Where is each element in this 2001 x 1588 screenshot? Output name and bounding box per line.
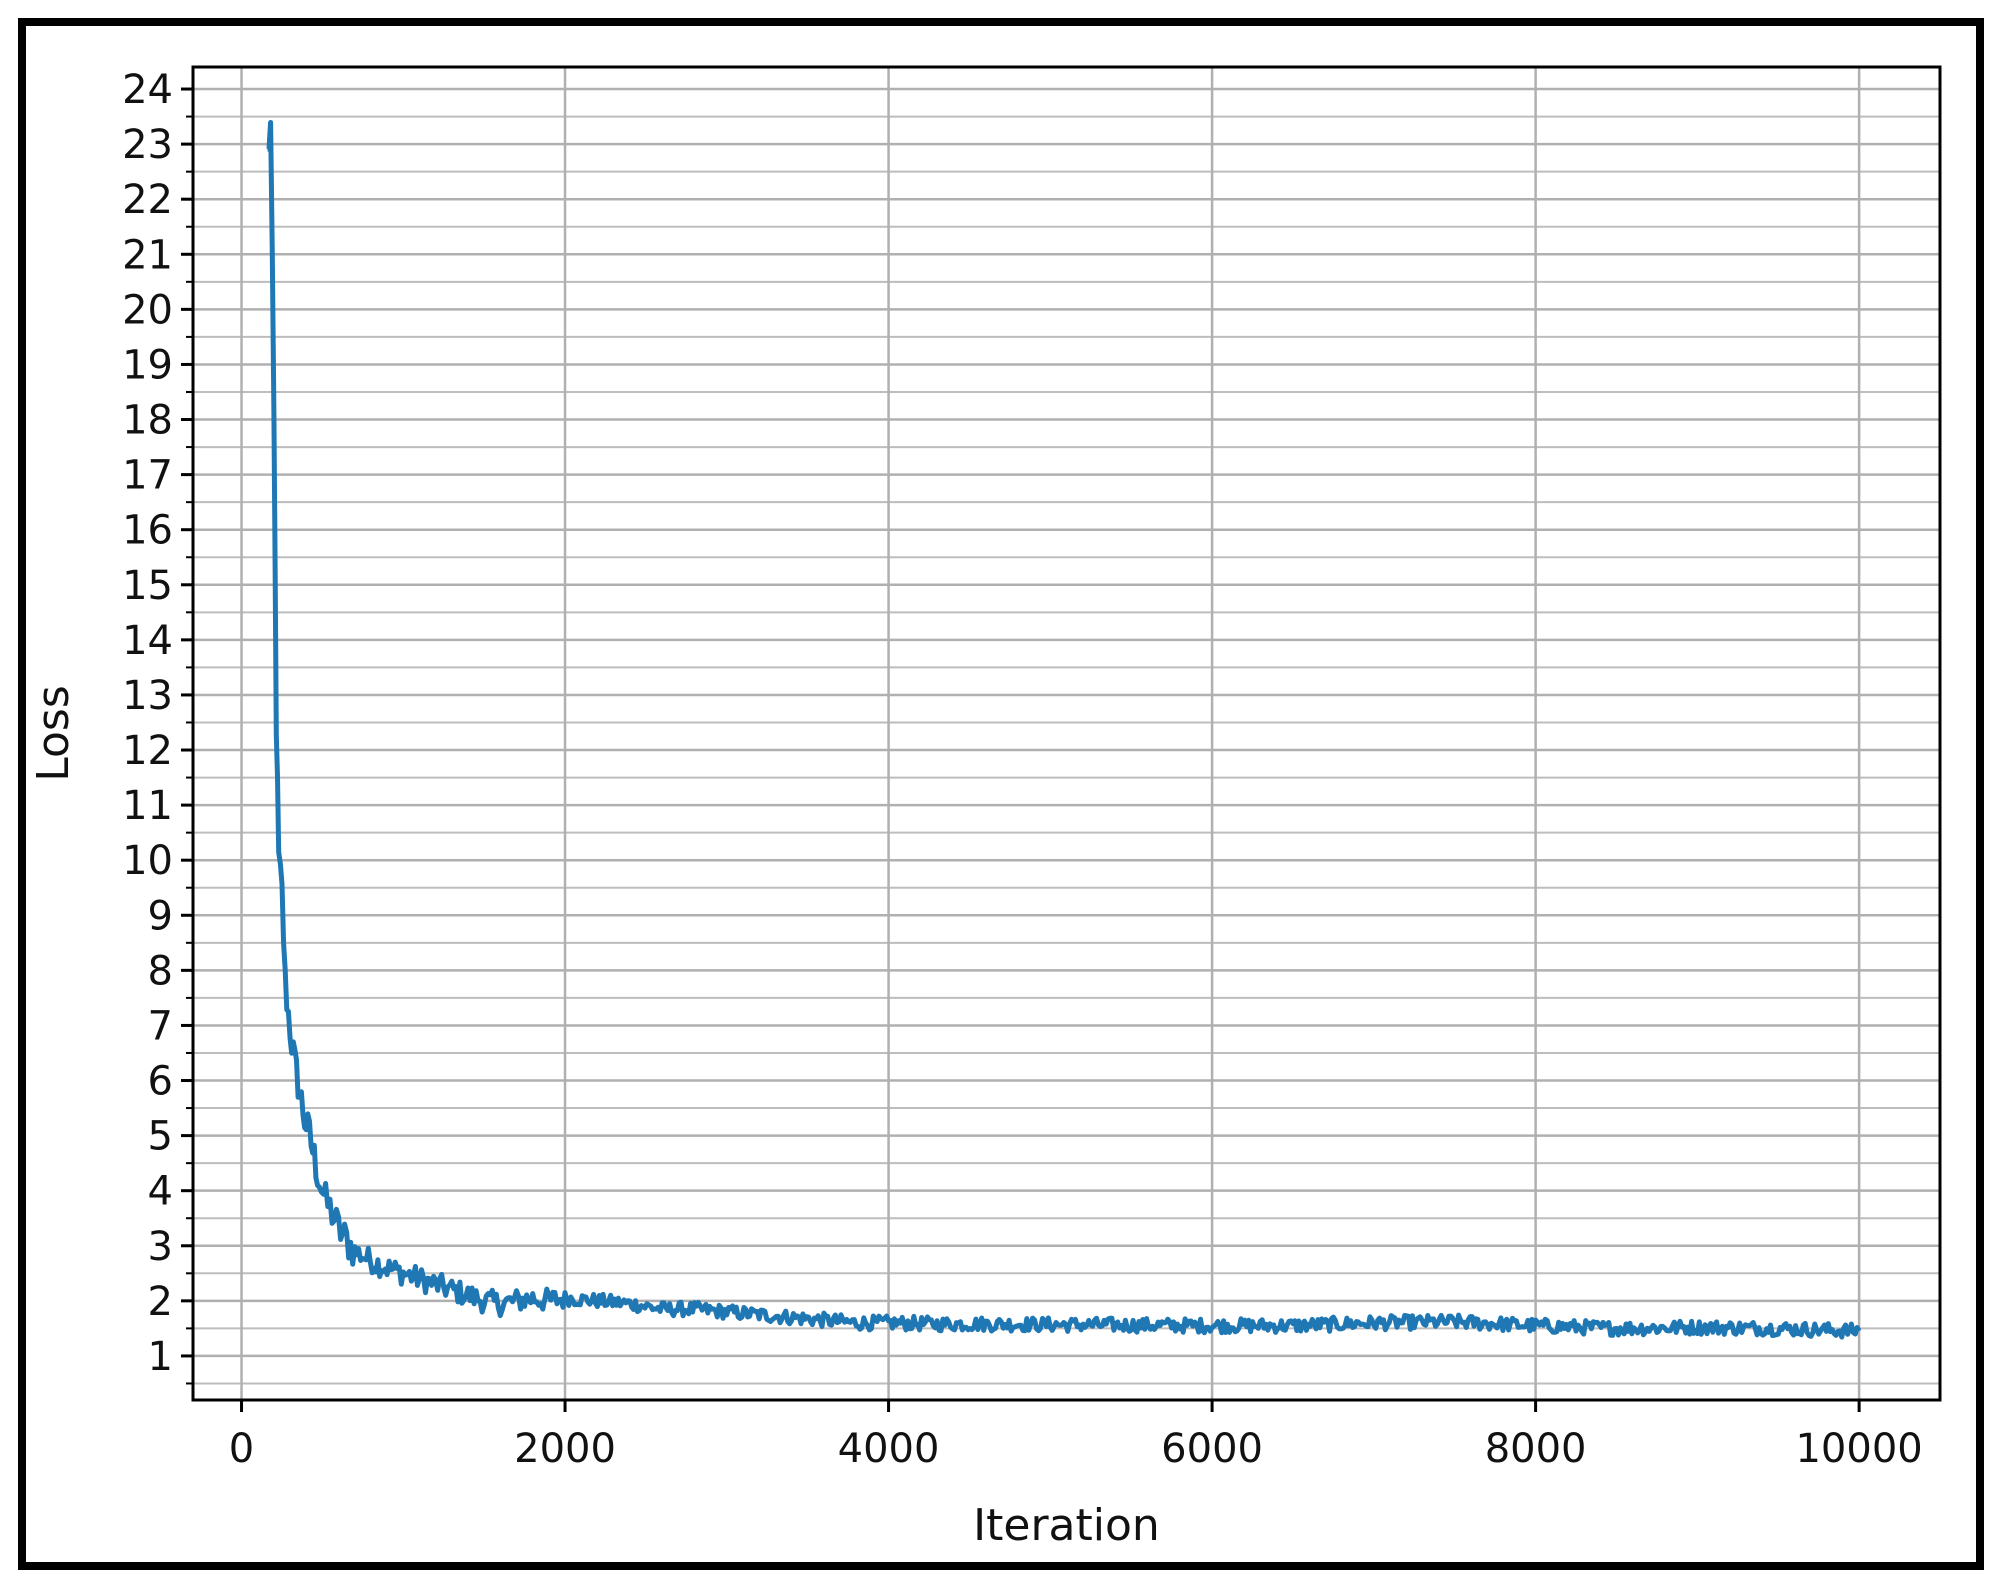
- y-tick-label: 13: [122, 673, 173, 719]
- y-tick-label: 20: [122, 287, 173, 333]
- y-tick-label: 9: [148, 893, 173, 939]
- y-tick-label: 12: [122, 728, 173, 774]
- y-tick-label: 5: [148, 1114, 173, 1160]
- y-tick-label: 2: [148, 1279, 173, 1325]
- x-tick-label: 10000: [1795, 1426, 1922, 1472]
- y-tick-label: 1: [148, 1334, 173, 1380]
- plot-area: [191, 65, 1942, 1402]
- x-tick-label: 6000: [1161, 1426, 1263, 1472]
- y-tick-label: 11: [122, 783, 173, 829]
- y-tick-label: 24: [122, 67, 173, 113]
- x-axis: 0 2000 4000 6000 8000 10000: [229, 1400, 1923, 1472]
- y-tick-label: 15: [122, 563, 173, 609]
- y-tick-label: 8: [148, 948, 173, 994]
- y-tick-label: 14: [122, 618, 173, 664]
- loss-series-line: [266, 120, 1862, 1340]
- x-tick-label: 2000: [514, 1426, 616, 1472]
- y-tick-label: 7: [148, 1003, 173, 1049]
- y-axis-title: Loss: [28, 685, 79, 782]
- y-tick-label: 16: [122, 508, 173, 554]
- x-tick-label: 0: [229, 1426, 254, 1472]
- y-tick-label: 3: [148, 1224, 173, 1270]
- chart-frame: [18, 18, 1984, 1570]
- major-grid: [193, 67, 1940, 1400]
- x-tick-label: 4000: [838, 1426, 940, 1472]
- y-tick-label: 10: [122, 838, 173, 884]
- y-tick-label: 21: [122, 232, 173, 278]
- series-group: [266, 120, 1862, 1340]
- y-tick-label: 6: [148, 1059, 173, 1105]
- y-tick-label: 17: [122, 453, 173, 499]
- x-tick-label: 8000: [1485, 1426, 1587, 1472]
- y-tick-label: 18: [122, 398, 173, 444]
- minor-grid: [193, 115, 1940, 1385]
- x-axis-title: Iteration: [973, 1500, 1160, 1551]
- y-tick-label: 19: [122, 342, 173, 388]
- y-tick-label: 4: [148, 1169, 173, 1215]
- y-tick-label: 23: [122, 122, 173, 168]
- y-tick-label: 22: [122, 177, 173, 223]
